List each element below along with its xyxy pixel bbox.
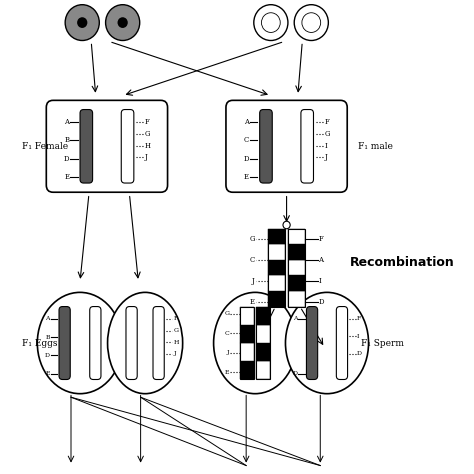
Text: F₁ Female: F₁ Female (22, 142, 68, 151)
Text: A: A (244, 118, 249, 126)
Text: G: G (173, 328, 178, 333)
Bar (256, 307, 270, 325)
FancyBboxPatch shape (153, 307, 164, 380)
Ellipse shape (37, 292, 123, 394)
Bar (240, 325, 254, 343)
Text: D: D (64, 155, 69, 163)
FancyBboxPatch shape (80, 109, 92, 183)
Text: A: A (293, 317, 298, 321)
Ellipse shape (214, 292, 297, 394)
Bar (268, 275, 285, 291)
Circle shape (77, 17, 87, 28)
Bar (240, 307, 254, 325)
Text: H: H (145, 142, 151, 150)
Bar (288, 275, 305, 291)
Text: F: F (173, 317, 177, 321)
FancyBboxPatch shape (90, 307, 101, 380)
Text: F₁ Sperm: F₁ Sperm (361, 338, 404, 347)
Text: D: D (244, 155, 249, 163)
Circle shape (118, 17, 128, 28)
Bar (268, 229, 285, 244)
Text: J: J (145, 153, 147, 161)
Text: G: G (249, 235, 255, 243)
FancyBboxPatch shape (260, 109, 272, 183)
Bar (240, 343, 254, 361)
Text: J: J (227, 350, 229, 355)
Bar (256, 361, 270, 380)
Text: F₁ male: F₁ male (358, 142, 393, 151)
Text: J: J (252, 277, 255, 285)
Bar (288, 260, 305, 275)
Text: I: I (319, 277, 321, 285)
Text: H: H (173, 340, 179, 345)
Bar (288, 229, 305, 244)
Text: G: G (225, 311, 229, 316)
Text: C: C (244, 137, 249, 145)
Text: E: E (225, 370, 229, 375)
FancyBboxPatch shape (337, 307, 347, 380)
Text: I: I (324, 142, 327, 150)
Text: G: G (145, 130, 150, 138)
Circle shape (106, 5, 140, 40)
Text: A: A (64, 118, 69, 126)
Text: F: F (145, 118, 149, 126)
Text: E: E (46, 371, 50, 376)
Text: E: E (244, 173, 249, 181)
Bar (268, 291, 285, 307)
Text: C: C (225, 331, 229, 336)
Circle shape (302, 13, 321, 32)
Text: Recombination: Recombination (349, 256, 454, 269)
FancyBboxPatch shape (306, 307, 318, 380)
Circle shape (262, 13, 280, 32)
FancyBboxPatch shape (126, 307, 137, 380)
Text: D: D (45, 353, 50, 358)
Bar (268, 229, 285, 307)
Bar (256, 307, 270, 380)
Bar (268, 244, 285, 260)
Text: A: A (46, 317, 50, 321)
Bar (288, 244, 305, 260)
FancyBboxPatch shape (301, 109, 313, 183)
Text: F₁ Eggs: F₁ Eggs (22, 338, 57, 347)
Text: B: B (64, 137, 69, 145)
FancyBboxPatch shape (59, 307, 70, 380)
Text: A: A (319, 256, 323, 264)
Text: G: G (324, 130, 330, 138)
Text: F: F (356, 317, 361, 321)
Text: E: E (250, 298, 255, 306)
Circle shape (254, 5, 288, 40)
Text: D: D (356, 351, 362, 356)
Circle shape (283, 221, 290, 229)
Bar (288, 291, 305, 307)
FancyBboxPatch shape (46, 100, 168, 192)
Text: J: J (324, 153, 327, 161)
Text: I: I (356, 334, 359, 339)
Bar (256, 343, 270, 361)
Bar (256, 325, 270, 343)
Text: E: E (64, 173, 69, 181)
Text: D: D (319, 298, 324, 306)
Text: C: C (249, 256, 255, 264)
Circle shape (65, 5, 99, 40)
Text: J: J (173, 351, 176, 356)
Ellipse shape (285, 292, 369, 394)
Text: D: D (292, 371, 298, 376)
Bar (240, 361, 254, 380)
FancyBboxPatch shape (121, 109, 134, 183)
Bar (240, 307, 254, 380)
Bar (288, 229, 305, 307)
Text: B: B (46, 335, 50, 340)
Text: F: F (319, 235, 323, 243)
Text: F: F (324, 118, 329, 126)
FancyBboxPatch shape (226, 100, 347, 192)
Circle shape (294, 5, 328, 40)
Ellipse shape (108, 292, 182, 394)
Bar (268, 260, 285, 275)
